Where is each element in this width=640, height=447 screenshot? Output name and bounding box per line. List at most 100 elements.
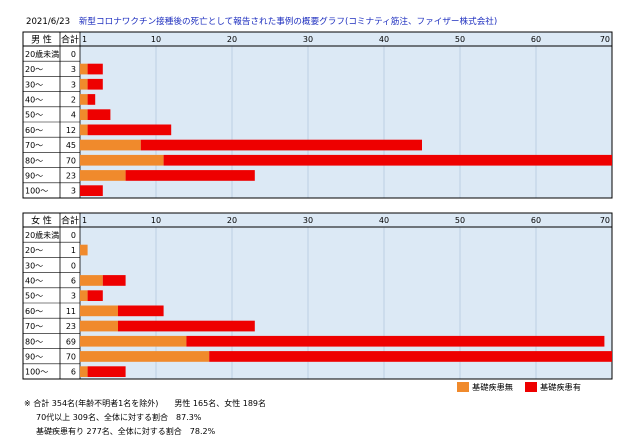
male-total-value: 3	[71, 187, 76, 196]
female-bar-without	[80, 320, 118, 332]
female-bar-with	[209, 351, 612, 362]
legend-label-without: 基礎疾患無	[472, 382, 513, 392]
female-bar-with	[87, 290, 103, 301]
male-bar-without	[80, 94, 88, 105]
legend-label-with: 基礎疾患有	[539, 382, 581, 392]
female-category-label: 30～	[25, 261, 43, 270]
male-category-label: 100～	[25, 187, 48, 196]
footnote-line-3: 基礎疾患有り 277名、全体に対する割合 78.2%	[36, 427, 216, 436]
female-bar-without	[80, 305, 118, 317]
male-total-value: 4	[71, 111, 76, 120]
female-category-label: 60～	[25, 307, 43, 316]
female-bar-without	[80, 351, 210, 362]
legend-item-without: 基礎疾患無	[457, 381, 513, 393]
footnotes: ※ 合計 354名(年齢不明者1名を除外) 男性 165名、女性 189名 70…	[24, 397, 266, 439]
male-total-value: 45	[66, 141, 76, 150]
female-total-value: 1	[71, 246, 76, 255]
title-text: 新型コロナワクチン接種後の死亡として報告された事例の概要グラフ(コミナティ筋注、…	[78, 17, 498, 27]
male-bar-with	[80, 185, 103, 196]
male-total-value: 0	[71, 50, 76, 59]
female-bar-with	[186, 335, 605, 347]
female-x-tick-label: 30	[303, 216, 313, 225]
female-total-value: 23	[66, 322, 76, 331]
footnote-line-2: 70代以上 309名、全体に対する割合 87.3%	[36, 413, 202, 422]
female-bar-without	[80, 366, 88, 377]
female-sex-header: 女 性	[31, 215, 52, 227]
female-bar-with	[87, 366, 126, 377]
female-category-label: 20～	[25, 246, 43, 255]
male-x-tick-label: 20	[227, 35, 237, 44]
legend: 基礎疾患無 基礎疾患有	[457, 381, 593, 393]
female-total-value: 3	[71, 292, 76, 301]
female-category-label: 90～	[25, 353, 43, 362]
female-bar-without	[80, 275, 103, 286]
male-bar-with	[87, 78, 103, 90]
legend-swatch-with	[524, 382, 537, 392]
male-category-label: 20歳未満	[25, 49, 59, 59]
male-x-tick-label: 30	[303, 35, 313, 44]
male-bar-without	[80, 170, 126, 181]
female-x-tick-label: 20	[227, 216, 237, 225]
female-total-header: 合計	[61, 215, 79, 227]
male-frame	[22, 31, 613, 199]
female-total-value: 0	[71, 231, 76, 240]
male-x-tick-label: 10	[151, 35, 161, 44]
female-x-tick-label: 10	[151, 216, 161, 225]
male-category-label: 90～	[25, 172, 43, 181]
female-total-value: 69	[66, 337, 76, 346]
male-total-value: 3	[71, 80, 76, 89]
male-category-label: 50～	[25, 111, 43, 120]
female-bar-without	[80, 290, 88, 301]
female-total-value: 6	[71, 368, 76, 377]
legend-swatch-without	[457, 382, 469, 392]
chart-title: 2021/6/23 新型コロナワクチン接種後の死亡として報告された事例の概要グラ…	[26, 15, 497, 27]
male-bar-without	[80, 139, 141, 151]
male-category-label: 80～	[25, 156, 43, 165]
female-bar-with	[118, 320, 255, 332]
male-bar-with	[87, 109, 111, 120]
male-bar-with	[87, 63, 103, 75]
female-frame	[22, 212, 613, 380]
male-x-tick-label: 50	[455, 35, 465, 44]
female-x-tick-label: 60	[531, 216, 541, 225]
male-category-label: 30～	[25, 80, 43, 89]
female-total-value: 6	[71, 277, 76, 286]
female-x-tick-label: 1	[82, 216, 87, 225]
male-bar-without	[80, 109, 88, 120]
legend-item-with: 基礎疾患有	[524, 381, 581, 393]
female-category-label: 100～	[25, 368, 48, 377]
male-x-tick-label: 40	[379, 35, 389, 44]
female-bar-without	[80, 335, 187, 347]
male-category-label: 60～	[25, 126, 43, 135]
male-category-label: 20～	[25, 65, 43, 74]
female-total-value: 0	[71, 261, 76, 270]
female-bar-with	[118, 305, 164, 317]
male-total-value: 12	[66, 126, 76, 135]
female-category-label: 40～	[25, 277, 43, 286]
male-bar-with	[87, 124, 172, 136]
male-bar-without	[80, 78, 88, 90]
female-total-value: 11	[66, 307, 76, 316]
male-bar-with	[87, 94, 96, 105]
male-total-value: 3	[71, 65, 76, 74]
male-total-value: 23	[66, 172, 76, 181]
title-date: 2021/6/23	[26, 17, 71, 27]
male-total-value: 2	[71, 96, 76, 105]
female-category-label: 50～	[25, 292, 43, 301]
male-bar-with	[140, 139, 423, 151]
male-bar-without	[80, 63, 88, 75]
male-bar-with	[163, 154, 612, 166]
female-bar-without	[80, 244, 88, 256]
male-category-label: 40～	[25, 96, 43, 105]
male-total-value: 70	[66, 156, 76, 165]
male-bar-without	[80, 124, 88, 136]
female-x-tick-label: 40	[379, 216, 389, 225]
male-total-header: 合計	[61, 34, 79, 46]
male-category-label: 70～	[25, 141, 43, 150]
footnote-line-1: ※ 合計 354名(年齢不明者1名を除外) 男性 165名、女性 189名	[24, 399, 267, 408]
male-x-tick-label: 1	[82, 35, 87, 44]
female-x-tick-label: 70	[600, 216, 610, 225]
male-bar-without	[80, 154, 164, 166]
